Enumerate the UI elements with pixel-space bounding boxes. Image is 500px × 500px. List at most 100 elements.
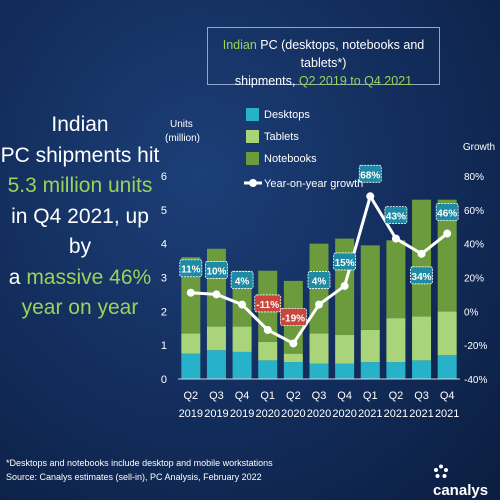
bar-desktops bbox=[309, 363, 329, 379]
y2-axis-label: Growth bbox=[463, 142, 495, 153]
x-tick-quarter: Q4 bbox=[235, 390, 250, 402]
x-tick-year: 2019 bbox=[179, 408, 203, 420]
growth-data-label: 4% bbox=[235, 277, 250, 288]
legend-desktops-swatch bbox=[246, 108, 259, 121]
growth-data-label: 10% bbox=[206, 266, 226, 277]
headline-line-3: 5.3 million units bbox=[7, 174, 153, 197]
y2-tick-label: 40% bbox=[464, 240, 484, 251]
x-tick-quarter: Q2 bbox=[183, 390, 198, 402]
x-tick-year: 2020 bbox=[332, 408, 356, 420]
headline: Indian PC shipments hit 5.3 million unit… bbox=[0, 110, 160, 324]
headline-line-5: a massive 46% bbox=[0, 263, 160, 294]
x-tick-quarter: Q3 bbox=[312, 390, 327, 402]
title-text: PC (desktops, notebooks and tablets*) bbox=[256, 38, 425, 70]
growth-point bbox=[366, 192, 375, 201]
y-axis-label-million: (million) bbox=[165, 133, 200, 144]
growth-point bbox=[315, 300, 323, 309]
y2-tick-label: -20% bbox=[464, 341, 487, 352]
y-axis-label-units: Units bbox=[170, 119, 193, 130]
growth-label-box bbox=[230, 271, 254, 289]
headline-a: a bbox=[8, 265, 27, 289]
growth-label-box bbox=[205, 261, 228, 279]
bar-tablets bbox=[412, 316, 432, 361]
growth-label-box bbox=[358, 164, 382, 183]
bar-desktops bbox=[283, 362, 303, 379]
chart-title-box: Indian PC (desktops, notebooks and table… bbox=[207, 27, 440, 88]
y-tick-label: 0 bbox=[161, 374, 167, 386]
growth-data-label: -11% bbox=[256, 300, 279, 311]
x-tick-quarter: Q3 bbox=[209, 390, 224, 402]
title-shipments: shipments, bbox=[234, 74, 299, 88]
growth-data-label: -19% bbox=[282, 313, 305, 324]
bar-desktops bbox=[335, 363, 355, 379]
x-tick-year: 2020 bbox=[255, 408, 279, 420]
footnote-source: Source: Canalys estimates (sell-in), PC … bbox=[6, 472, 262, 482]
bar-tablets bbox=[437, 311, 457, 356]
headline-line-2: PC shipments hit bbox=[0, 143, 160, 167]
growth-label-box bbox=[307, 271, 331, 289]
y-tick-label: 1 bbox=[161, 340, 167, 352]
growth-point bbox=[212, 290, 221, 299]
growth-data-label: 43% bbox=[386, 212, 406, 223]
growth-data-label: 4% bbox=[312, 277, 327, 288]
growth-point bbox=[340, 281, 349, 290]
bar-tablets bbox=[258, 341, 278, 361]
canalys-logo: canalys bbox=[433, 464, 500, 499]
growth-point bbox=[391, 234, 400, 243]
x-tick-quarter: Q4 bbox=[440, 390, 455, 402]
legend-growth-label: Year-on-year growth bbox=[264, 178, 363, 190]
x-tick-year: 2021 bbox=[384, 408, 408, 420]
growth-point bbox=[263, 325, 272, 334]
bar-desktops bbox=[181, 353, 201, 379]
legend-notebooks-swatch bbox=[246, 152, 259, 165]
growth-data-label: 68% bbox=[360, 170, 380, 181]
x-tick-year: 2019 bbox=[204, 408, 228, 420]
x-tick-quarter: Q2 bbox=[389, 390, 404, 402]
legend-desktops-label: Desktops bbox=[264, 109, 310, 121]
x-tick-year: 2020 bbox=[307, 408, 331, 420]
growth-point bbox=[289, 339, 298, 348]
legend-notebooks-label: Notebooks bbox=[264, 153, 317, 165]
bar-tablets bbox=[232, 326, 252, 352]
bar-notebooks bbox=[206, 248, 226, 327]
y-tick-label: 3 bbox=[161, 273, 167, 285]
x-tick-quarter: Q1 bbox=[363, 390, 378, 402]
bar-desktops bbox=[386, 362, 406, 379]
title-period: Q2 2019 to Q4 2021 bbox=[298, 74, 413, 88]
y-tick-label: 2 bbox=[161, 306, 167, 318]
bar-notebooks bbox=[437, 199, 457, 312]
y-tick-label: 6 bbox=[161, 171, 167, 183]
bar-tablets bbox=[309, 333, 329, 364]
headline-massive: massive 46% bbox=[26, 265, 152, 289]
y2-tick-label: 80% bbox=[464, 172, 484, 183]
bar-tablets bbox=[335, 335, 355, 364]
footnote-workstations: *Desktops and notebooks include desktop … bbox=[6, 458, 273, 468]
headline-line-1: Indian bbox=[51, 113, 109, 136]
bar-tablets bbox=[181, 333, 201, 354]
y-tick-label: 4 bbox=[161, 239, 167, 251]
x-tick-year: 2021 bbox=[435, 408, 459, 420]
growth-point bbox=[443, 229, 452, 238]
footnote: *Desktops and notebooks include desktop … bbox=[6, 456, 273, 484]
canalys-dots-icon bbox=[434, 464, 448, 478]
bar-tablets bbox=[206, 326, 226, 351]
bar-desktops bbox=[412, 360, 432, 379]
growth-data-label: 11% bbox=[181, 265, 201, 276]
growth-label-box bbox=[333, 252, 357, 271]
x-tick-quarter: Q1 bbox=[260, 390, 275, 402]
growth-label-box bbox=[435, 203, 459, 221]
x-tick-year: 2020 bbox=[281, 408, 305, 420]
growth-point bbox=[238, 300, 247, 309]
y2-tick-label: -40% bbox=[464, 375, 487, 386]
headline-line-4: in Q4 2021, up by bbox=[11, 204, 149, 259]
growth-label-box bbox=[279, 308, 307, 326]
growth-point bbox=[417, 249, 426, 258]
bar-desktops bbox=[360, 362, 380, 379]
legend-growth-marker bbox=[249, 179, 257, 187]
bar-tablets bbox=[360, 329, 380, 363]
growth-data-label: 46% bbox=[437, 209, 457, 220]
growth-point bbox=[186, 288, 195, 297]
x-tick-quarter: Q2 bbox=[286, 390, 301, 402]
growth-label-box bbox=[179, 259, 203, 278]
